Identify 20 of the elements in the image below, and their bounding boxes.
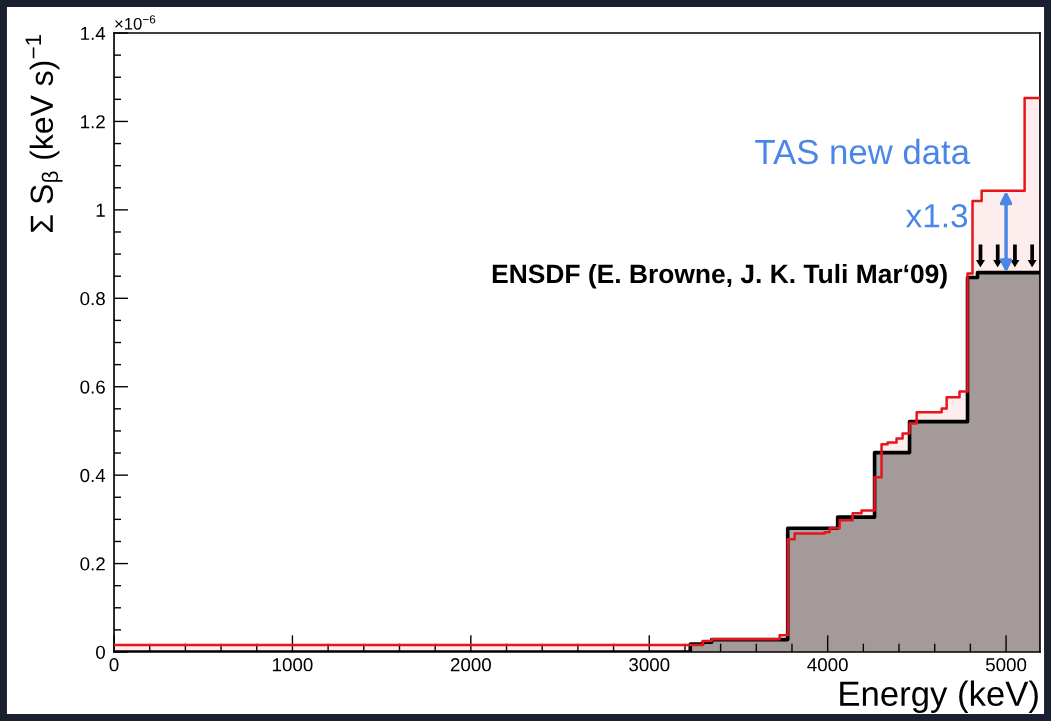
- x-tick-label: 0: [109, 658, 119, 672]
- x-tick-label: 5000: [985, 658, 1027, 672]
- y-tick-label: 1.4: [81, 26, 106, 40]
- annotation: ENSDF (E. Browne, J. K. Tuli Mar‘09): [492, 263, 947, 289]
- x-tick-label: 2000: [450, 658, 491, 672]
- y-tick-label: 0.2: [80, 557, 105, 571]
- y-tick-label: 1.2: [81, 115, 105, 129]
- annotation: x1.3: [905, 203, 968, 228]
- y-tick-label: 0.8: [80, 292, 105, 306]
- x-tick-label: 4000: [807, 658, 848, 672]
- x-tick-label: 3000: [629, 658, 670, 672]
- y-tick-label: 0.4: [80, 468, 106, 483]
- annotation: TAS new data: [755, 138, 970, 165]
- x-axis-title: Energy (keV): [840, 680, 1038, 713]
- y-axis-title: Σ S$_{β}$ (keV s)$^{−1}$: [25, 34, 63, 232]
- x-tick-label: 1000: [273, 658, 313, 672]
- text: ×10$^{−6}$: [115, 15, 156, 30]
- y-tick-label: 0.6: [80, 380, 105, 394]
- y-tick-label: 1: [96, 203, 105, 217]
- y-tick-label: 0: [96, 645, 105, 659]
